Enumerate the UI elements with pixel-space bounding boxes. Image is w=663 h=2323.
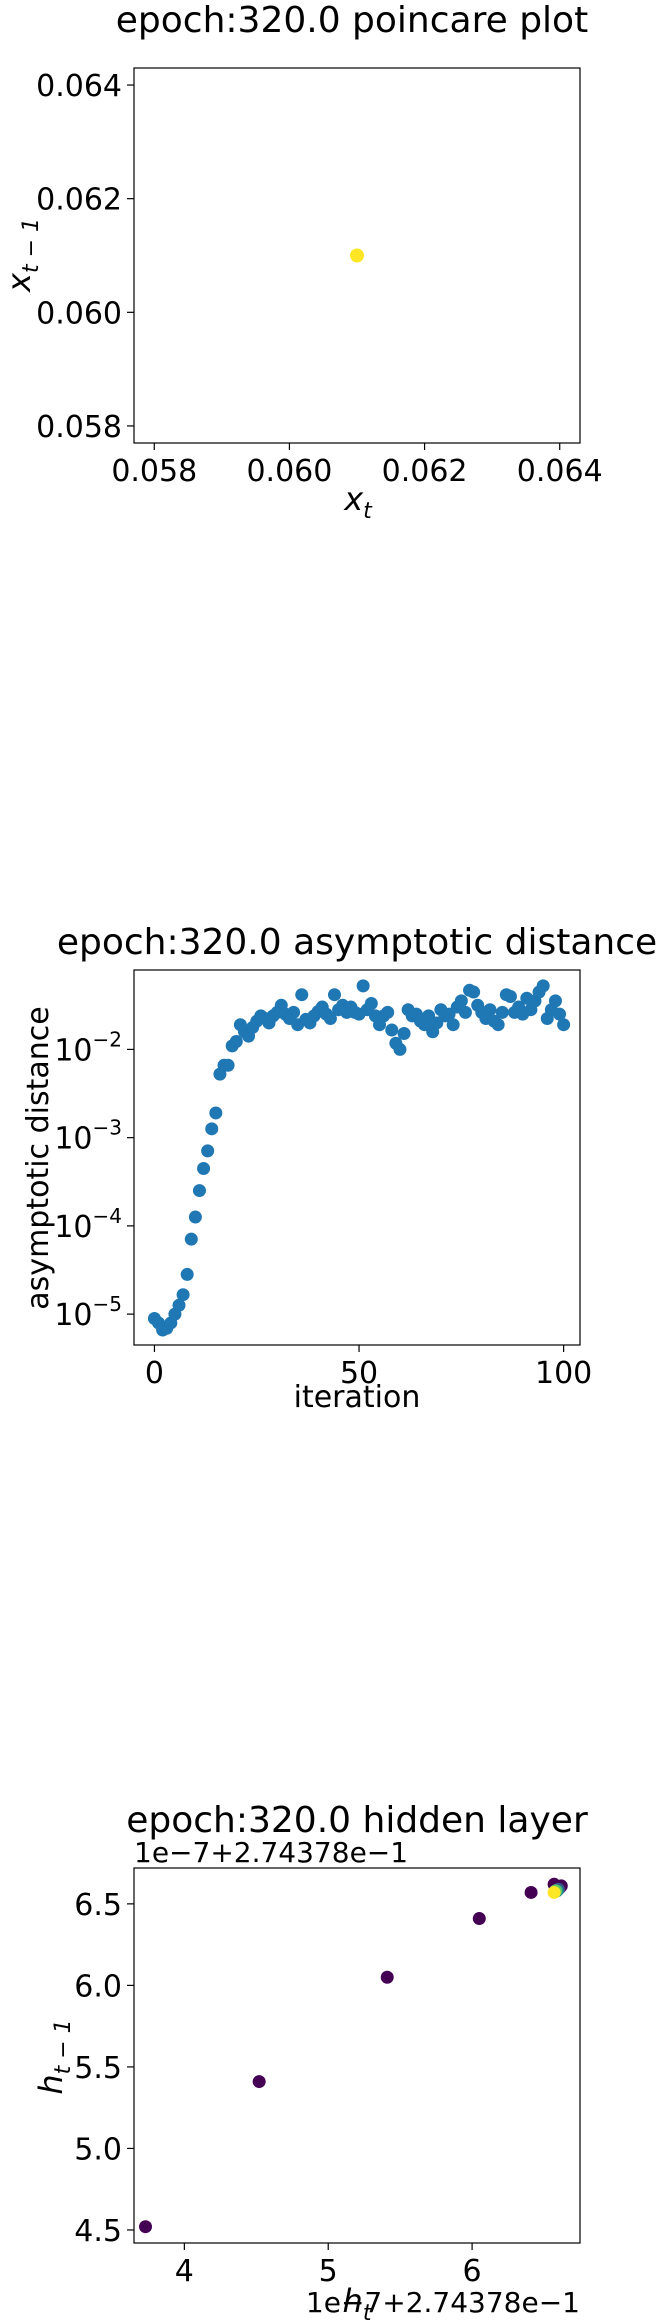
x-tick-label: 6 <box>463 2254 482 2289</box>
data-point <box>503 989 517 1003</box>
data-point <box>176 1288 190 1302</box>
data-point <box>536 979 550 993</box>
x-tick-label: 50 <box>340 1356 378 1391</box>
data-point <box>201 1144 215 1158</box>
data-point <box>221 1058 235 1072</box>
poincare-x-axis-label: xt <box>343 480 373 524</box>
data-point <box>295 988 309 1002</box>
data-point <box>547 1885 561 1899</box>
poincare-y-axis-label: xt − 1 <box>0 218 44 293</box>
y-tick-label: 5.5 <box>74 2051 122 2086</box>
x-tick-label: 0.058 <box>111 454 197 489</box>
x-tick-label: 0.062 <box>382 454 468 489</box>
y-tick-label: 10−2 <box>54 1027 122 1068</box>
data-point <box>323 1012 337 1026</box>
asymptotic-title: epoch:320.0 asymptotic distance <box>57 922 657 963</box>
hidden-layer-y-offset-label: 1e−7+2.74378e−1 <box>134 1836 408 1869</box>
data-point <box>184 1232 198 1246</box>
y-tick-label: 4.5 <box>74 2214 122 2249</box>
x-tick-label: 4 <box>175 2254 194 2289</box>
data-point <box>192 1184 206 1198</box>
data-point <box>397 1027 411 1041</box>
data-point <box>557 1018 571 1032</box>
data-point <box>548 994 562 1008</box>
y-tick-label: 5.0 <box>74 2132 122 2167</box>
data-point <box>495 1005 509 1019</box>
asymptotic-plot-area <box>133 969 581 1346</box>
data-point <box>491 1018 505 1032</box>
data-point <box>385 1023 399 1037</box>
asymptotic-distance-chart: epoch:320.0 asymptotic distance 0 50 100 10… <box>21 922 657 1415</box>
y-tick-label: 0.058 <box>36 410 122 445</box>
x-tick-label: 0.060 <box>246 454 332 489</box>
data-point <box>467 985 481 999</box>
poincare-chart: epoch:320.0 poincare plot 0.058 0.060 0.06… <box>0 0 603 524</box>
data-point <box>472 1912 486 1926</box>
y-tick-label: 0.060 <box>36 296 122 331</box>
data-point <box>197 1162 211 1176</box>
x-tick-label: 0.064 <box>517 454 603 489</box>
data-point <box>205 1122 219 1136</box>
data-point <box>364 997 378 1011</box>
data-point <box>458 1005 472 1019</box>
data-point <box>483 1003 497 1017</box>
y-tick-label: 6.5 <box>74 1888 122 1923</box>
data-point <box>209 1106 223 1120</box>
data-point <box>180 1267 194 1281</box>
data-point <box>139 2220 153 2234</box>
data-point <box>252 2075 266 2089</box>
y-tick-label: 10−4 <box>54 1204 122 1245</box>
x-tick-label: 5 <box>319 2254 338 2289</box>
data-point <box>229 1034 243 1048</box>
data-point <box>172 1298 186 1312</box>
hidden-layer-title: epoch:320.0 hidden layer <box>126 1800 588 1841</box>
hidden-layer-y-axis-label: ht − 1 <box>32 2019 76 2094</box>
data-point <box>454 994 468 1008</box>
asymptotic-y-axis-label: asymptotic distance <box>21 1006 56 1309</box>
data-point <box>381 1005 395 1019</box>
hidden-layer-chart: epoch:320.0 hidden layer 1e−7+2.74378e−1… <box>32 1800 588 2323</box>
y-tick-label: 10−5 <box>54 1292 122 1333</box>
data-point <box>188 1210 202 1224</box>
y-tick-label: 0.064 <box>36 69 122 104</box>
data-point <box>553 1007 567 1021</box>
data-point <box>393 1042 407 1056</box>
data-point <box>446 1018 460 1032</box>
data-point <box>524 1885 538 1899</box>
data-point <box>287 1005 301 1019</box>
data-point <box>327 988 341 1002</box>
y-tick-label: 6.0 <box>74 1969 122 2004</box>
data-point <box>350 248 364 263</box>
x-tick-label: 0 <box>145 1356 164 1391</box>
y-tick-label: 0.062 <box>36 183 122 218</box>
poincare-title: epoch:320.0 poincare plot <box>116 0 588 41</box>
y-tick-label: 10−3 <box>54 1116 122 1157</box>
asymptotic-x-axis-label: iteration <box>294 1380 421 1415</box>
poincare-plot-area <box>133 67 581 444</box>
hidden-layer-x-offset-label: 1e−7+2.74378e−1 <box>306 2286 580 2319</box>
data-point <box>380 1970 394 1984</box>
hidden-layer-plot-area <box>133 1867 581 2244</box>
x-tick-label: 100 <box>535 1356 592 1391</box>
data-point <box>356 979 370 993</box>
